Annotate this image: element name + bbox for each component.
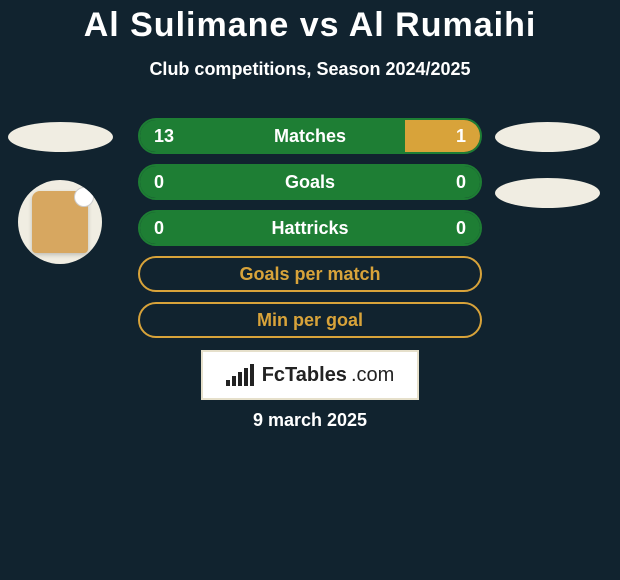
stat-row-matches: 13Matches1 xyxy=(138,118,482,154)
comparison-card: Al Sulimane vs Al Rumaihi Club competiti… xyxy=(0,0,620,580)
badge-ball-icon xyxy=(74,187,94,207)
badge-shield-icon xyxy=(32,191,88,253)
stat-row-goals: 0Goals0 xyxy=(138,164,482,200)
stat-label: Matches xyxy=(140,126,480,147)
left-team-oval xyxy=(8,122,113,152)
stat-right-value: 0 xyxy=(456,218,466,239)
stats-container: 13Matches10Goals00Hattricks0Goals per ma… xyxy=(138,118,482,348)
left-team-badge xyxy=(18,180,102,264)
source-logo-box: FcTables.com xyxy=(201,350,419,400)
right-team-oval-2 xyxy=(495,178,600,208)
logo-suffix: .com xyxy=(351,364,394,387)
stat-label: Goals per match xyxy=(140,264,480,285)
stat-row-hattricks: 0Hattricks0 xyxy=(138,210,482,246)
source-logo: FcTables.com xyxy=(226,364,395,387)
stat-right-value: 0 xyxy=(456,172,466,193)
stat-label: Goals xyxy=(140,172,480,193)
stat-row-goals-per-match: Goals per match xyxy=(138,256,482,292)
bars-icon xyxy=(226,364,254,386)
logo-brand: FcTables xyxy=(262,364,347,387)
date-label: 9 march 2025 xyxy=(0,410,620,431)
right-team-oval-1 xyxy=(495,122,600,152)
stat-label: Min per goal xyxy=(140,310,480,331)
stat-label: Hattricks xyxy=(140,218,480,239)
page-title: Al Sulimane vs Al Rumaihi xyxy=(0,0,620,45)
stat-right-value: 1 xyxy=(456,126,466,147)
subtitle: Club competitions, Season 2024/2025 xyxy=(0,59,620,80)
stat-row-min-per-goal: Min per goal xyxy=(138,302,482,338)
